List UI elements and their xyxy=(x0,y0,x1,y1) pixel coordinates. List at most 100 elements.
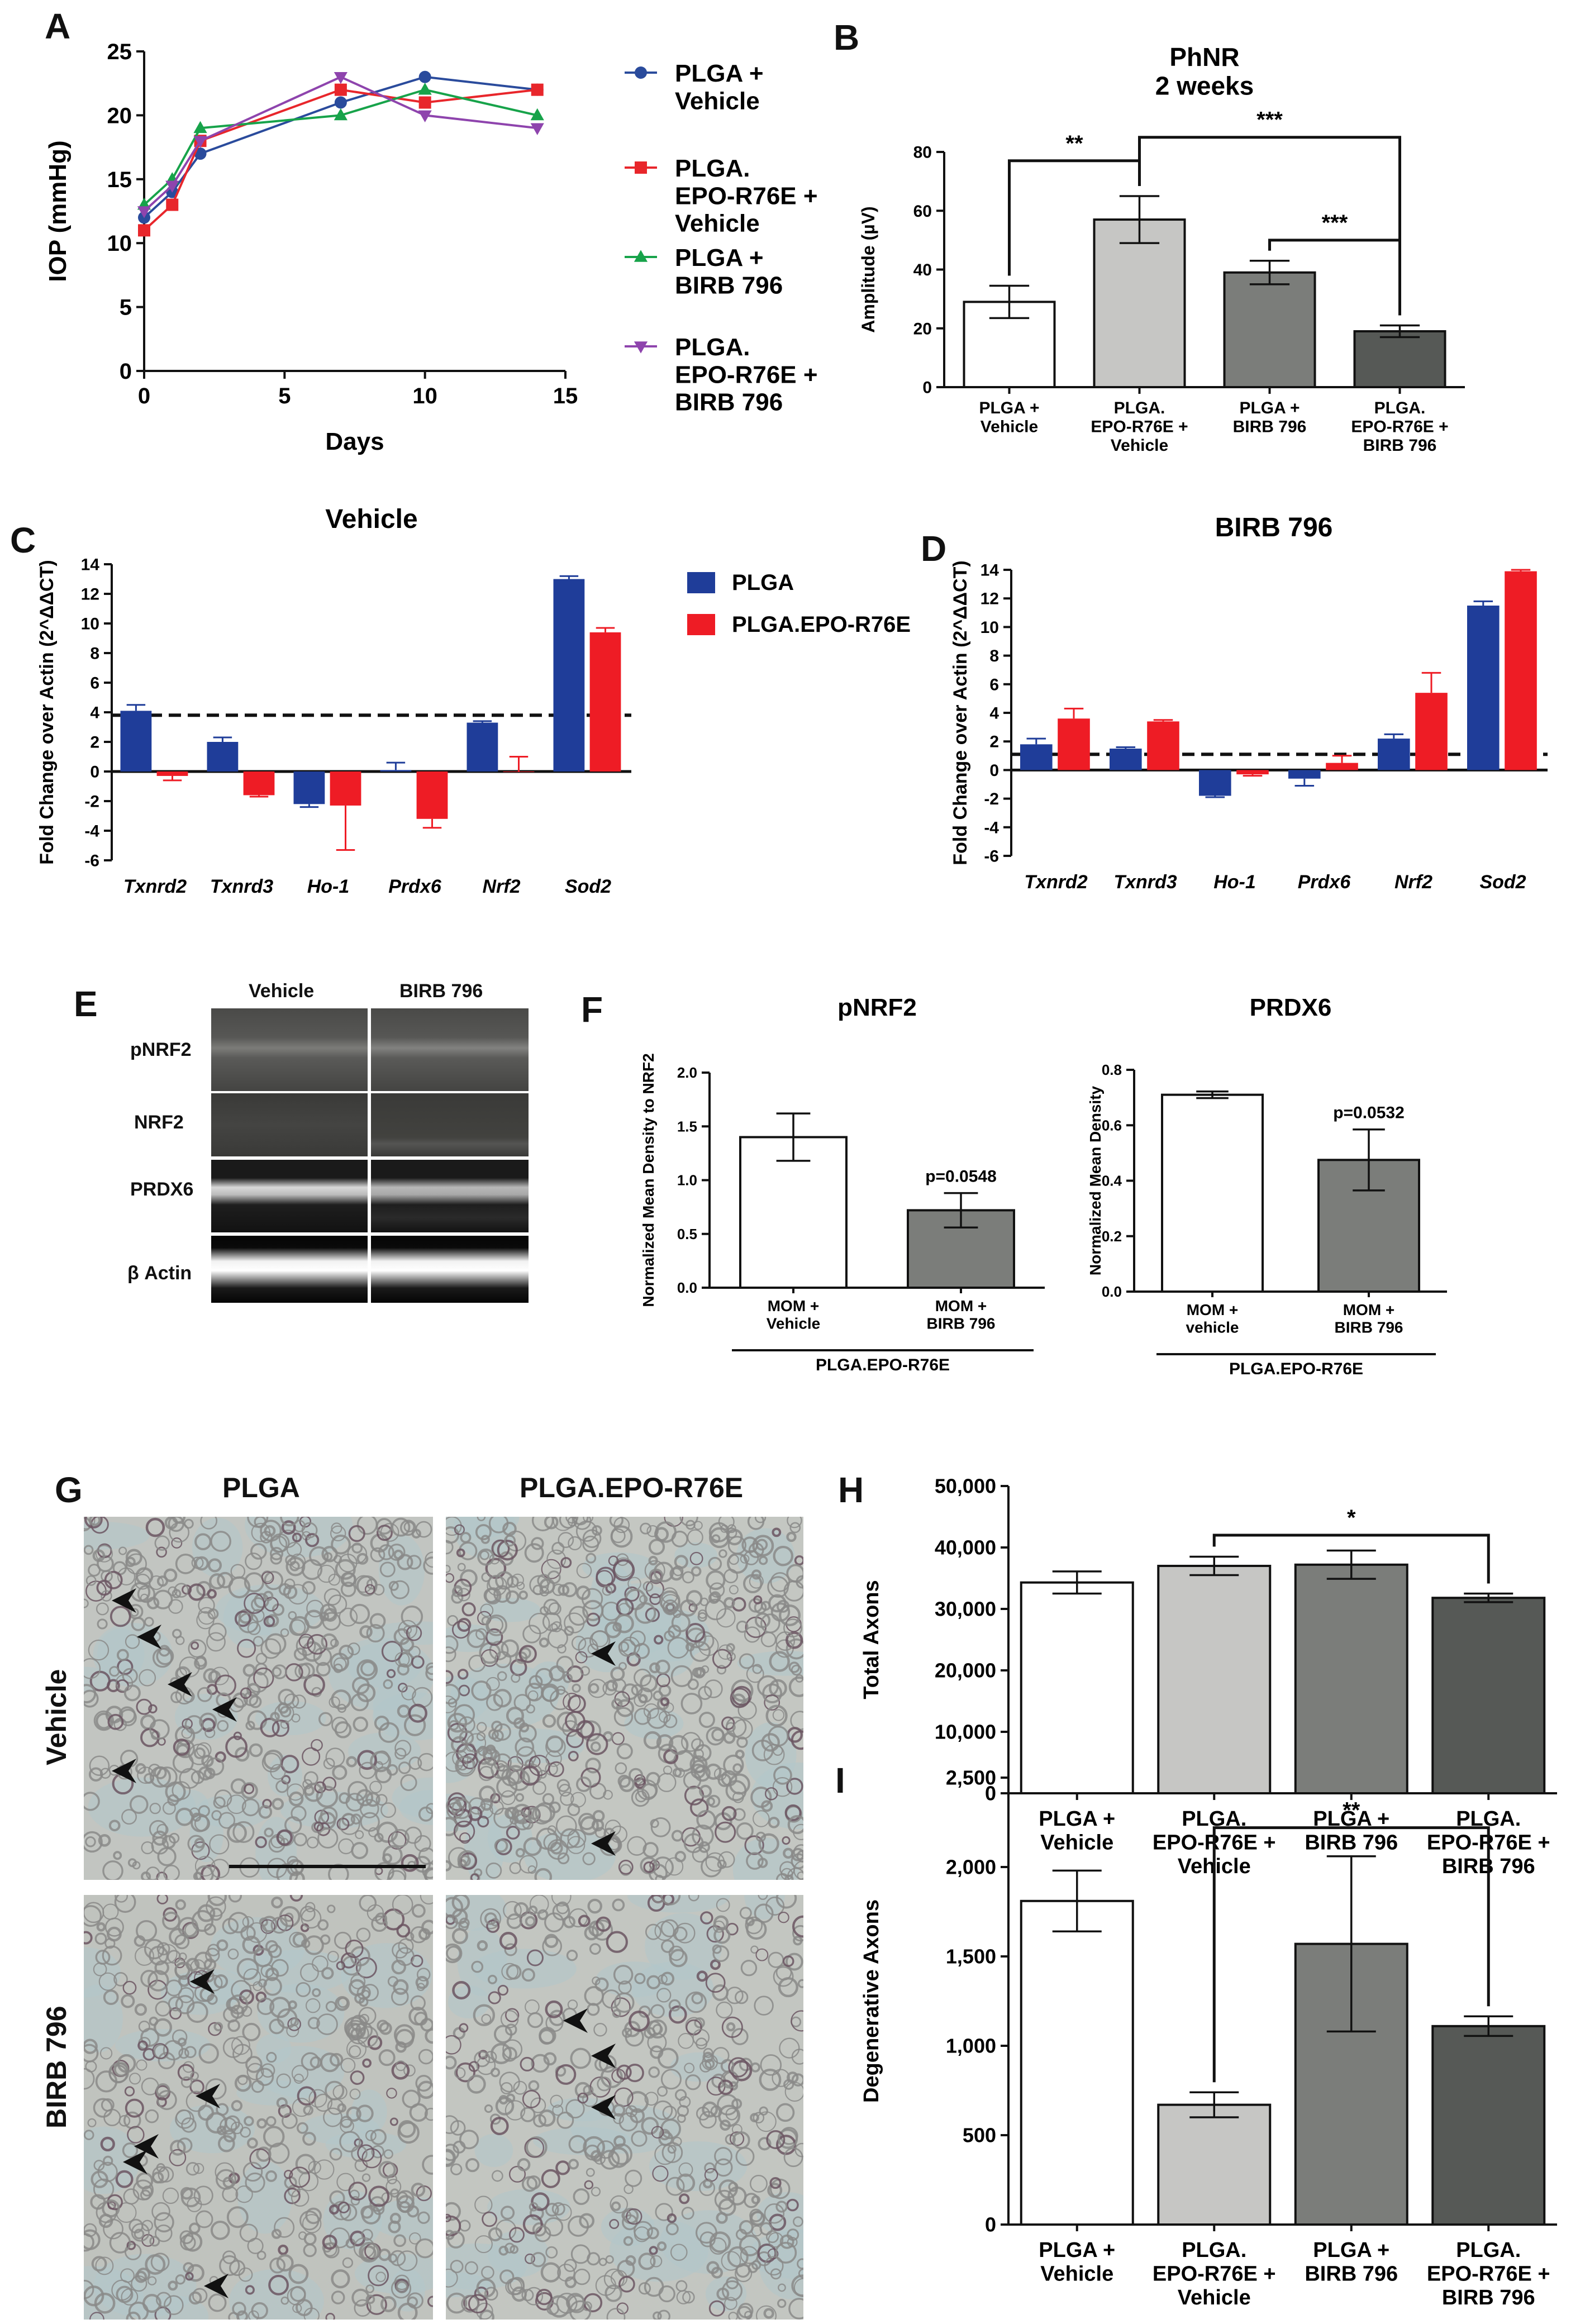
axon-profile xyxy=(185,1958,200,1972)
axon-profile xyxy=(93,2098,113,2118)
qpcr-birb-y-tick-label: 2 xyxy=(989,733,999,751)
axon-profile xyxy=(369,1613,386,1630)
phnr-y-tick-label: 40 xyxy=(913,261,932,279)
axon-profile xyxy=(645,1923,661,1940)
axon-profile xyxy=(494,1839,508,1853)
axon-profile xyxy=(93,2160,105,2171)
axon-profile xyxy=(704,1679,723,1698)
axon-profile xyxy=(167,1950,181,1964)
axon-profile xyxy=(615,1762,627,1775)
iop-data-point xyxy=(418,70,431,83)
axon-profile xyxy=(545,1750,562,1767)
axon-profile xyxy=(216,1939,229,1951)
phnr-category-label: EPO-R76E + xyxy=(1091,418,1188,436)
axon-profile xyxy=(622,2214,638,2231)
axon-profile xyxy=(360,1812,380,1832)
iop-y-tick-label: 10 xyxy=(107,231,132,256)
axon-profile xyxy=(446,1646,456,1663)
prdx6-title: PRDX6 xyxy=(1250,994,1332,1021)
axon-profile xyxy=(761,1733,780,1752)
axon-profile xyxy=(665,2222,679,2236)
axon-profile xyxy=(452,1981,471,2000)
axon-profile xyxy=(775,2103,795,2122)
axon-profile xyxy=(563,1673,573,1683)
panel-letter-g: G xyxy=(55,1470,83,1510)
axon-profile xyxy=(612,2009,621,2018)
total-axons-bar xyxy=(1431,1597,1546,1794)
axon-profile xyxy=(174,1934,190,1950)
axon-profile xyxy=(103,2218,123,2240)
qpcr-vehicle-bar xyxy=(243,772,275,796)
axon-profile xyxy=(270,1552,283,1565)
axon-profile xyxy=(393,1628,411,1645)
axon-profile xyxy=(474,2050,491,2068)
axon-profile xyxy=(484,1912,497,1925)
prdx6-bar xyxy=(1161,1093,1264,1293)
qpcr-vehicle-gene-label: Sod2 xyxy=(565,876,611,897)
axon-profile xyxy=(556,1711,577,1732)
axon-profile xyxy=(568,1536,582,1551)
axon-profile xyxy=(583,1517,594,1523)
axon-profile xyxy=(520,2056,535,2071)
phnr-category-label: EPO-R76E + xyxy=(1351,418,1448,436)
axon-profile xyxy=(316,1785,339,1808)
axon-profile xyxy=(479,2309,494,2320)
axon-profile xyxy=(718,1851,735,1868)
axon-profile xyxy=(754,1517,767,1523)
axon-profile xyxy=(296,2122,308,2134)
axon-profile xyxy=(753,1810,770,1827)
axon-profile xyxy=(456,1548,465,1558)
axon-profile xyxy=(168,1599,183,1614)
axon-profile xyxy=(721,2016,743,2038)
axon-profile xyxy=(567,1665,584,1683)
axon-profile xyxy=(365,2284,374,2293)
axon-profile xyxy=(752,1535,774,1557)
iop-data-point xyxy=(334,83,347,96)
axon-profile xyxy=(732,1763,742,1773)
qpcr-vehicle-bar xyxy=(416,772,448,819)
axon-profile xyxy=(706,1797,715,1806)
axon-profile xyxy=(557,2264,575,2282)
micrograph-row-birb: BIRB 796 xyxy=(41,2006,72,2128)
qpcr-vehicle-y-tick-label: 8 xyxy=(90,645,99,663)
axon-profile xyxy=(788,1661,800,1673)
pale-region xyxy=(192,1517,243,1578)
axon-profile xyxy=(245,1552,263,1570)
axon-profile xyxy=(487,1616,504,1634)
axon-profile xyxy=(622,2027,632,2038)
axon-profile xyxy=(723,1597,735,1609)
axon-profile xyxy=(368,2265,389,2287)
axon-profile xyxy=(570,2047,592,2069)
phnr-significance-bracket xyxy=(1268,239,1401,316)
axon-profile xyxy=(577,2092,589,2104)
axon-profile xyxy=(127,2126,145,2144)
axon-profile xyxy=(325,1747,345,1768)
pnrf2-category-label: Vehicle xyxy=(767,1315,821,1332)
axon-profile xyxy=(573,1517,592,1530)
pnrf2-y-tick-label: 0.5 xyxy=(677,1226,697,1242)
total-axons-y-axis-title: Total Axons xyxy=(860,1580,883,1699)
axon-profile xyxy=(304,1935,324,1955)
axon-profile xyxy=(791,2274,803,2297)
axon-profile xyxy=(323,1758,335,1770)
axon-profile xyxy=(240,1687,252,1699)
axon-profile xyxy=(96,1602,109,1616)
axon-profile xyxy=(657,2086,668,2097)
degenerative-axons-category-label: PLGA. xyxy=(1456,2239,1521,2262)
axon-profile xyxy=(451,1621,470,1639)
axon-profile xyxy=(272,1798,284,1810)
axon-profile xyxy=(401,1854,419,1872)
axon-profile xyxy=(275,1780,289,1793)
axon-profile xyxy=(329,2052,344,2067)
blot-strip-actin-birb xyxy=(371,1236,529,1303)
axon-profile xyxy=(545,1736,566,1758)
axon-profile xyxy=(302,1580,316,1595)
axon-profile xyxy=(255,1836,267,1849)
axon-profile xyxy=(134,2228,145,2240)
axon-profile xyxy=(468,2294,488,2314)
qpcr-vehicle-gene-label: Nrf2 xyxy=(482,876,520,897)
axon-profile xyxy=(609,2219,620,2229)
axon-profile xyxy=(191,1909,214,1932)
axon-profile xyxy=(194,1656,207,1670)
axon-profile xyxy=(613,1707,634,1727)
